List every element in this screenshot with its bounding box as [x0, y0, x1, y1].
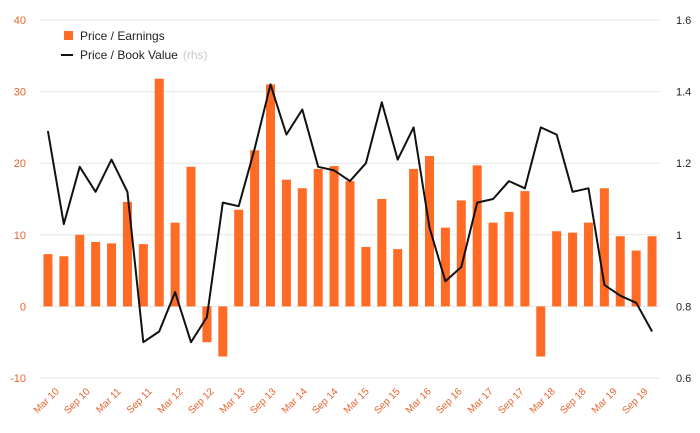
bar-price-earnings — [424, 156, 434, 307]
x-axis-tick-label: Sep 19 — [620, 386, 650, 416]
x-axis-tick-label: Sep 17 — [496, 386, 526, 416]
price-earnings-bars — [43, 78, 657, 357]
bar-price-earnings — [250, 150, 260, 307]
right-axis-tick-label: 1 — [676, 230, 682, 242]
x-axis-tick-label: Mar 10 — [32, 386, 62, 416]
left-axis-ticks: -10 0 10 20 30 40 — [10, 15, 26, 385]
price-book-line — [46, 83, 653, 344]
legend-label-price-earnings: Price / Earnings — [80, 29, 165, 43]
x-axis-tick-label: Sep 15 — [372, 386, 402, 416]
bar-price-earnings — [393, 249, 403, 307]
bar-price-earnings — [281, 179, 291, 307]
left-axis-tick-label: 0 — [20, 301, 26, 313]
bar-price-earnings — [488, 222, 498, 307]
bar-price-earnings — [138, 244, 148, 307]
legend: Price / Earnings Price / Book Value (rhs) — [61, 29, 208, 62]
bar-price-earnings — [122, 201, 132, 307]
bar-price-earnings — [520, 191, 530, 307]
line-price-book-value — [46, 83, 653, 344]
bar-price-earnings — [615, 236, 625, 307]
x-axis-tick-label: Mar 18 — [528, 386, 558, 416]
x-axis-tick-label: Sep 13 — [248, 386, 278, 416]
left-axis-tick-label: 20 — [14, 158, 26, 170]
bar-price-earnings — [631, 250, 641, 307]
x-axis-ticks: Mar 10 Sep 10 Mar 11 Sep 11 Mar 12 Sep 12 Mar … — [32, 386, 651, 417]
x-axis-tick-label: Sep 11 — [125, 386, 155, 416]
bar-price-earnings — [59, 256, 69, 307]
bar-price-earnings — [329, 166, 339, 307]
right-axis-tick-label: 1.4 — [676, 87, 691, 99]
bar-price-earnings — [409, 168, 419, 307]
x-axis-tick-label: Mar 19 — [590, 386, 620, 416]
left-axis-tick-label: -10 — [10, 373, 26, 385]
bar-price-earnings — [345, 181, 355, 307]
bar-price-earnings — [75, 234, 85, 307]
right-axis-tick-label: 1.2 — [676, 158, 691, 170]
x-axis-tick-label: Mar 13 — [218, 386, 248, 416]
right-axis-ticks: 0.6 0.8 1 1.2 1.4 1.6 — [676, 15, 691, 385]
bar-price-earnings — [107, 243, 117, 307]
bar-price-earnings — [361, 246, 371, 307]
bar-price-earnings — [313, 168, 323, 307]
x-axis-tick-label: Mar 15 — [342, 386, 372, 416]
bar-price-earnings — [504, 211, 514, 307]
right-axis-tick-label: 0.6 — [676, 373, 691, 385]
bar-price-earnings — [440, 227, 450, 307]
x-axis-tick-label: Sep 18 — [558, 386, 588, 416]
x-axis-tick-label: Mar 12 — [156, 386, 186, 416]
x-axis-tick-label: Mar 17 — [466, 386, 496, 416]
bar-price-earnings — [568, 232, 578, 307]
bar-price-earnings — [202, 306, 212, 343]
bar-price-earnings — [234, 209, 244, 307]
x-axis-tick-label: Sep 16 — [434, 386, 464, 416]
bar-price-earnings — [583, 222, 593, 307]
bar-price-earnings — [43, 254, 53, 307]
bar-price-earnings — [647, 236, 657, 307]
bar-price-earnings — [536, 306, 546, 357]
x-axis-tick-label: Mar 14 — [280, 386, 310, 416]
right-axis-tick-label: 0.8 — [676, 301, 691, 313]
legend-label-price-book: Price / Book Value — [80, 48, 178, 62]
bar-price-earnings — [472, 165, 482, 307]
bar-price-earnings — [218, 306, 228, 357]
x-axis-tick-label: Sep 12 — [186, 386, 216, 416]
legend-label-rhs: (rhs) — [183, 48, 208, 62]
legend-label-price-book-row: Price / Book Value (rhs) — [80, 48, 208, 62]
x-axis-tick-label: Mar 11 — [94, 386, 124, 416]
right-axis-tick-label: 1.6 — [676, 15, 691, 27]
left-axis-tick-label: 10 — [14, 230, 26, 242]
bar-price-earnings — [552, 231, 562, 307]
legend-swatch-price-earnings — [64, 31, 73, 40]
x-axis-tick-label: Sep 10 — [62, 386, 92, 416]
bar-price-earnings — [456, 200, 466, 307]
bar-price-earnings — [297, 188, 307, 307]
bar-price-earnings — [377, 199, 387, 307]
left-axis-tick-label: 30 — [14, 87, 26, 99]
bar-price-earnings — [266, 84, 276, 307]
left-axis-tick-label: 40 — [14, 15, 26, 27]
bar-price-earnings — [599, 188, 609, 307]
bar-price-earnings — [170, 222, 180, 307]
x-axis-tick-label: Mar 16 — [404, 386, 434, 416]
bar-price-earnings — [91, 241, 101, 307]
bar-price-earnings — [186, 166, 196, 307]
x-axis-tick-label: Sep 14 — [310, 386, 340, 416]
bar-price-earnings — [154, 78, 164, 307]
